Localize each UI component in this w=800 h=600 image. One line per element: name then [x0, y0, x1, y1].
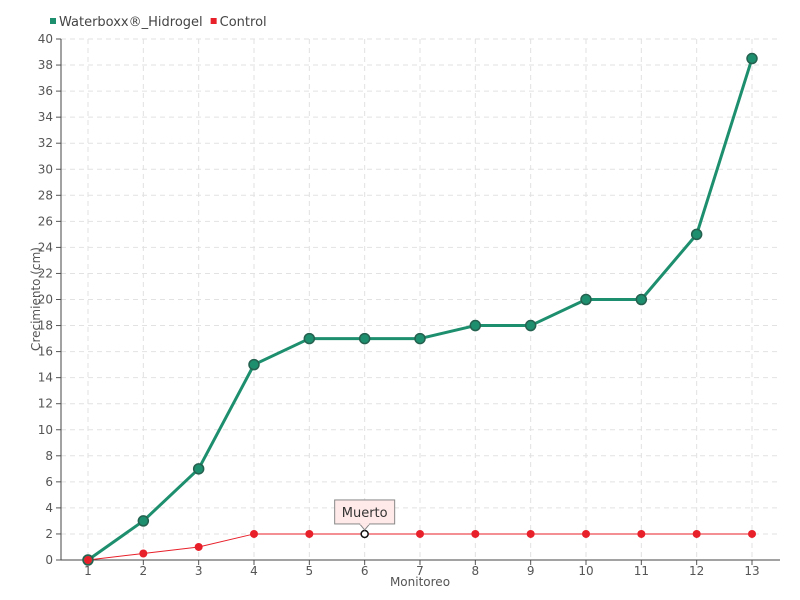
data-point[interactable] — [746, 52, 758, 65]
x-tick-label: 9 — [527, 564, 535, 578]
y-tick-label: 20 — [38, 293, 53, 307]
data-point[interactable] — [303, 332, 316, 345]
data-point[interactable] — [580, 293, 592, 306]
y-tick-label: 36 — [38, 84, 53, 98]
x-tick-label: 1 — [84, 564, 92, 578]
y-tick-label: 16 — [38, 345, 53, 359]
y-tick-label: 12 — [38, 397, 53, 411]
data-point[interactable] — [358, 332, 371, 345]
data-point-highlighted[interactable] — [360, 529, 369, 539]
x-tick-label: 2 — [140, 564, 148, 578]
legend-swatch — [50, 18, 56, 24]
grid-lines — [61, 38, 780, 560]
x-tick-label: 5 — [306, 564, 314, 578]
annotation-pointer — [359, 523, 371, 531]
y-tick-label: 40 — [38, 32, 53, 46]
x-tick-label: 11 — [634, 564, 649, 578]
data-point[interactable] — [416, 529, 424, 538]
y-tick-label: 18 — [38, 319, 53, 333]
x-tick-label: 6 — [361, 564, 369, 578]
data-point[interactable] — [248, 358, 260, 371]
y-tick-label: 2 — [45, 527, 53, 541]
y-tick-label: 10 — [38, 423, 53, 437]
y-tick-label: 14 — [38, 371, 53, 385]
x-tick-label: 4 — [250, 564, 258, 578]
legend-swatch — [210, 18, 217, 24]
annotation-box — [334, 499, 396, 525]
y-axis-title: Crecimiento (cm) — [29, 247, 43, 351]
y-tick-label: 28 — [38, 188, 53, 202]
data-point[interactable] — [526, 529, 535, 538]
data-point[interactable] — [748, 529, 756, 538]
x-tick-label: 8 — [472, 564, 480, 578]
data-point[interactable] — [582, 529, 590, 538]
x-tick-label: 3 — [195, 564, 203, 578]
data-point[interactable] — [250, 529, 258, 538]
y-tick-label: 38 — [38, 58, 53, 72]
data-point[interactable] — [524, 319, 537, 332]
legend-label[interactable]: Waterboxx®_Hidrogel — [59, 15, 203, 30]
y-tick-label: 32 — [38, 136, 53, 150]
y-tick-label: 6 — [45, 475, 53, 489]
data-point[interactable] — [690, 228, 703, 241]
legend: Waterboxx®_Hidrogel Control — [50, 15, 267, 30]
data-point[interactable] — [137, 515, 150, 527]
data-point[interactable] — [692, 529, 701, 538]
y-tick-label: 24 — [38, 240, 53, 254]
y-tick-label: 26 — [38, 214, 53, 228]
y-tick-label: 34 — [38, 110, 53, 124]
data-point[interactable] — [469, 319, 482, 332]
annotations: Muerto — [334, 499, 396, 531]
data-point[interactable] — [637, 529, 646, 538]
y-tick-label: 0 — [45, 553, 53, 567]
data-points — [82, 52, 758, 566]
x-tick-label: 12 — [689, 564, 704, 578]
x-axis-title: Monitoreo — [390, 575, 450, 589]
data-point[interactable] — [471, 529, 480, 538]
y-tick-label: 4 — [45, 501, 53, 515]
annotation-label: Muerto — [342, 506, 388, 521]
legend-label[interactable]: Control — [220, 15, 267, 30]
x-tick-label: 13 — [744, 564, 759, 578]
y-tick-label: 8 — [45, 449, 53, 463]
x-tick-label: 10 — [578, 564, 593, 578]
data-point[interactable] — [84, 556, 92, 564]
data-point[interactable] — [414, 332, 426, 345]
y-tick-label: 30 — [38, 162, 53, 176]
y-tick-label: 22 — [38, 266, 53, 280]
data-point[interactable] — [139, 549, 148, 558]
x-tick-label: 7 — [416, 564, 424, 578]
data-point[interactable] — [192, 463, 205, 475]
data-point[interactable] — [305, 529, 314, 538]
data-point[interactable] — [635, 293, 648, 306]
data-point[interactable] — [194, 542, 203, 551]
